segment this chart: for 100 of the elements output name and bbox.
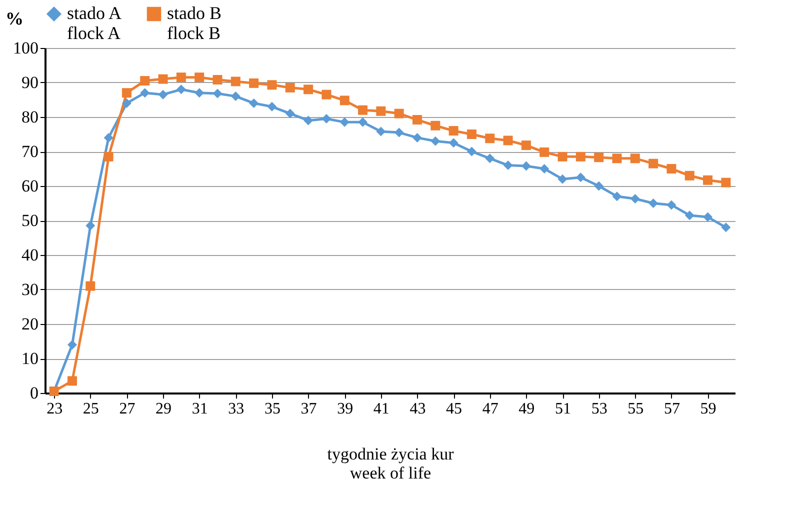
x-axis-title: tygodnie życia kur week of life [327,444,454,482]
y-tick-label: 10 [22,349,38,368]
point [684,210,694,220]
legend-label: stado A flock A [67,3,122,43]
x-tick-label: 55 [628,400,644,418]
point [176,72,186,82]
point [158,90,168,100]
point [612,192,622,202]
y-tick-label: 90 [22,73,38,92]
point [267,102,277,112]
point [86,281,96,291]
point [430,136,440,146]
point [194,72,204,82]
y-tick-label: 60 [22,176,38,196]
point [122,98,132,108]
point [194,88,204,98]
point [394,108,404,118]
point [104,132,114,142]
x-tick-label: 47 [482,400,498,418]
x-tick-label: 37 [300,400,317,418]
point [86,220,96,230]
point [703,212,713,222]
y-tick-label: 100 [13,38,38,58]
x-tick-label: 31 [192,400,208,418]
point [430,120,440,130]
point [122,88,132,98]
point [612,154,622,164]
point [285,82,295,92]
point [412,115,422,125]
point [267,80,277,90]
point [540,147,550,157]
point [648,198,658,208]
x-tick-label: 33 [228,400,244,418]
point [630,194,640,204]
point [576,152,586,162]
point [304,84,314,94]
point [666,164,676,174]
y-tick-label: 50 [22,211,38,230]
y-tick-label: 40 [22,246,38,264]
y-tick-label: 20 [22,314,38,334]
point [212,74,222,84]
point [140,76,150,86]
point [249,98,259,108]
x-tick-label: 53 [591,400,608,418]
point [285,108,295,118]
point [521,161,531,171]
point [230,76,240,86]
x-tick-label: 35 [264,400,280,418]
x-tick-label: 27 [119,400,136,418]
point [630,154,640,164]
x-tick-label: 25 [82,400,99,418]
point [67,340,77,350]
y-tick-label: 80 [22,108,38,126]
point [322,114,332,124]
point [140,88,150,98]
point [558,152,568,162]
x-tick-label: 29 [156,400,172,418]
point [703,175,713,185]
point [249,78,259,88]
point [594,152,604,162]
point [376,106,386,116]
x-tick-label: 39 [337,400,354,418]
point [558,174,568,184]
point [67,376,77,386]
point [503,160,513,170]
point [521,140,531,150]
y-tick-label: 30 [22,280,38,299]
y-axis-title: % [6,8,24,28]
point [576,172,586,182]
point [540,164,550,174]
x-tick-label: 45 [446,400,462,418]
point [648,158,658,168]
y-tick-label: 70 [22,142,38,161]
point [594,181,604,191]
point [394,128,404,138]
point [322,90,332,100]
point [104,152,114,162]
point [340,117,350,127]
point [358,117,368,127]
x-tick-label: 57 [664,400,680,418]
point [666,200,676,210]
point [158,74,168,84]
point [230,92,240,102]
point [304,116,314,126]
legend-label: stado B flock B [167,3,222,43]
point [448,138,458,148]
x-tick-label: 49 [518,400,535,418]
point [412,132,422,142]
point [340,96,350,106]
point [721,222,731,232]
point [721,178,731,188]
point [503,136,513,146]
point [684,170,694,180]
x-tick-label: 51 [555,400,571,418]
point [176,84,186,94]
x-tick-label: 59 [700,400,716,418]
point [485,134,495,144]
point [448,126,458,136]
x-tick-label: 41 [373,400,390,418]
point [376,126,386,136]
